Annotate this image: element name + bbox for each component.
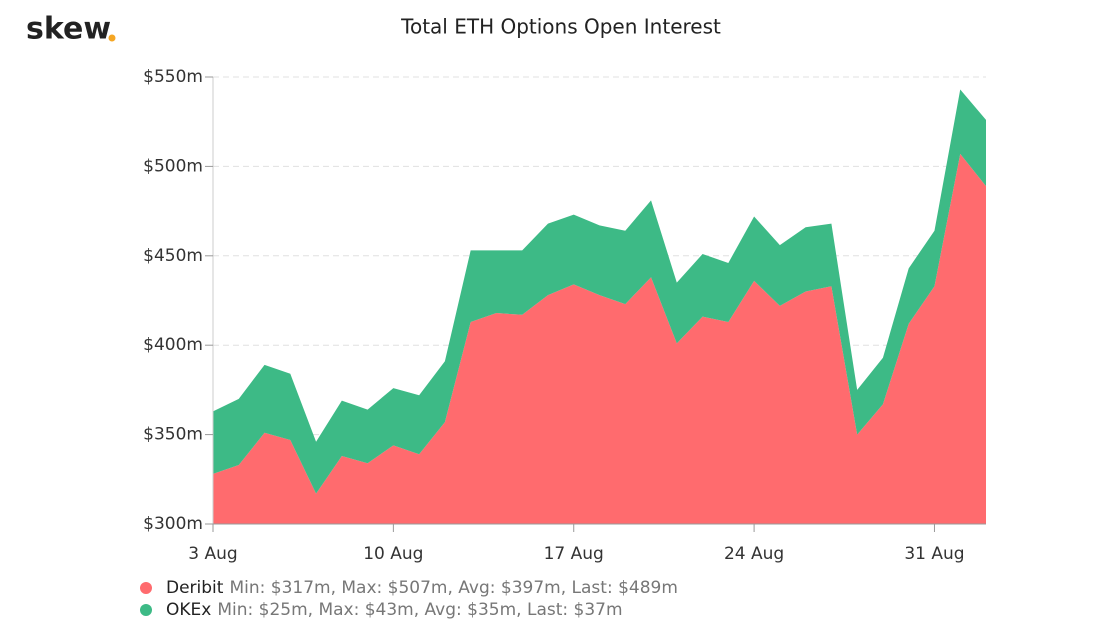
area [213, 153, 986, 524]
y-tick-label: $400m [143, 335, 203, 355]
legend-name: OKEx [166, 600, 211, 620]
y-tick-label: $350m [143, 425, 203, 445]
y-tick-label: $500m [143, 156, 203, 176]
logo-dot [108, 34, 116, 42]
legend-name: Deribit [166, 578, 224, 598]
y-tick-label: $300m [143, 514, 203, 534]
x-tick-label: 24 Aug [724, 544, 784, 564]
legend-marker [140, 604, 152, 616]
legend-summary: Min: $317m, Max: $507m, Avg: $397m, Last… [229, 578, 677, 598]
legend-marker [140, 582, 152, 594]
legend-entry: OKEx Min: $25m, Max: $43m, Avg: $35m, Las… [166, 600, 623, 620]
logo: skew [26, 12, 111, 47]
chart-title: Total ETH Options Open Interest [400, 15, 721, 39]
y-tick-label: $450m [143, 246, 203, 266]
y-tick-label: $550m [143, 67, 203, 87]
x-tick-label: 3 Aug [188, 544, 237, 564]
legend-summary: Min: $25m, Max: $43m, Avg: $35m, Last: $… [217, 600, 622, 620]
x-tick-label: 17 Aug [544, 544, 604, 564]
x-tick-label: 31 Aug [904, 544, 964, 564]
x-tick-label: 10 Aug [363, 544, 423, 564]
area [213, 89, 986, 494]
legend-entry: Deribit Min: $317m, Max: $507m, Avg: $397… [166, 578, 678, 598]
